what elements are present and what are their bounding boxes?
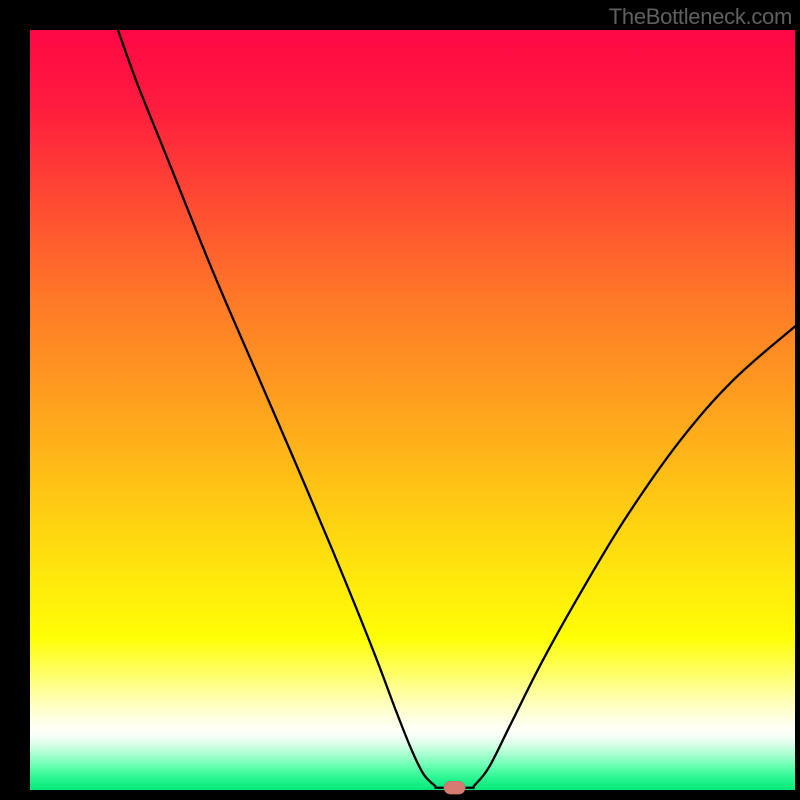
bottleneck-chart: [0, 0, 800, 800]
optimal-marker: [444, 781, 465, 794]
chart-container: TheBottleneck.com: [0, 0, 800, 800]
attribution-label: TheBottleneck.com: [609, 4, 792, 30]
plot-background: [30, 30, 795, 790]
